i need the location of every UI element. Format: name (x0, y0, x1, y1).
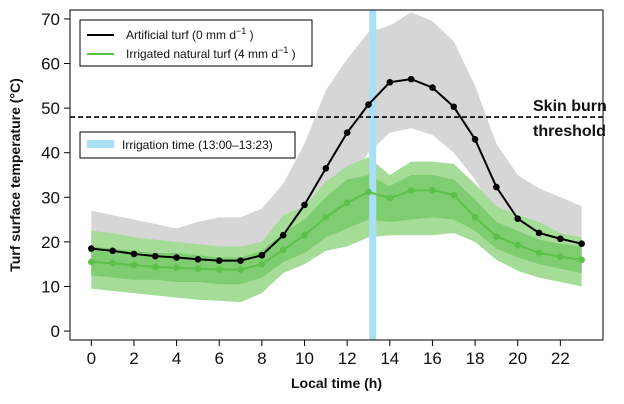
legend-irrigation: Irrigation time (13:00–13:23) (79, 131, 296, 159)
data-point-s0-11 (322, 165, 330, 172)
x-tick-label: 14 (380, 349, 399, 368)
y-tick-label: 30 (41, 188, 60, 207)
data-point-s1-9 (279, 246, 287, 254)
data-point-s1-21 (535, 249, 543, 257)
y-axis-title: Turf surface temperature (°C) (7, 78, 23, 272)
data-point-s0-13 (365, 101, 372, 108)
y-tick-label: 20 (41, 233, 60, 252)
data-point-s1-15 (407, 187, 415, 194)
y-tick-label: 50 (41, 99, 60, 118)
data-point-s0-5 (194, 255, 202, 263)
data-point-s0-15 (407, 75, 415, 83)
band-inner-series-1 (91, 175, 582, 285)
threshold-label-line1: Skin burn (533, 98, 607, 115)
legend-irrigation-box (79, 131, 296, 159)
data-point-s1-19 (493, 233, 500, 240)
y-axis-ticks: 0 10 20 30 40 50 60 70 (41, 10, 70, 341)
legend-swatch-irrigation (87, 140, 114, 148)
data-point-s1-3 (151, 263, 159, 271)
data-point-s0-17 (450, 103, 458, 111)
data-point-s1-22 (557, 253, 564, 260)
y-tick-label: 70 (41, 10, 60, 29)
x-tick-label: 0 (87, 349, 96, 368)
data-point-s0-1 (109, 247, 116, 255)
data-point-s1-5 (194, 265, 202, 272)
data-point-s1-17 (450, 191, 458, 199)
data-point-s0-18 (471, 136, 479, 143)
data-point-s0-20 (514, 215, 522, 223)
x-tick-label: 22 (551, 349, 570, 368)
data-point-s1-11 (322, 214, 330, 221)
data-point-s0-2 (130, 250, 138, 258)
data-point-s0-14 (386, 78, 394, 86)
legend-label-irrigation: Irrigation time (13:00–13:23) (122, 138, 273, 152)
y-tick-label: 0 (51, 322, 60, 341)
irrigation-time-bar (369, 10, 377, 340)
data-point-s1-13 (365, 188, 372, 196)
data-point-s1-2 (130, 261, 138, 269)
data-point-s1-8 (258, 260, 266, 268)
data-point-s0-7 (237, 257, 244, 264)
data-point-s0-22 (557, 235, 564, 243)
data-point-s1-14 (386, 194, 394, 202)
data-point-s1-0 (88, 258, 95, 266)
legend-series: Artificial turf (0 mm d−1 ) Irrigated na… (79, 19, 313, 67)
data-point-s0-23 (578, 240, 585, 247)
data-point-s0-9 (279, 231, 287, 239)
data-point-s0-6 (215, 257, 223, 264)
data-point-s1-4 (173, 264, 180, 272)
data-point-s1-6 (215, 266, 223, 273)
data-point-s1-18 (471, 214, 479, 221)
data-point-s1-23 (578, 256, 585, 264)
x-tick-label: 10 (295, 349, 314, 368)
data-point-s0-12 (343, 129, 351, 136)
data-point-s0-8 (258, 251, 266, 259)
threshold-label-line2: threshold (533, 123, 606, 140)
data-point-s1-12 (343, 199, 351, 206)
legend-box (79, 19, 313, 67)
confidence-bands (91, 12, 582, 303)
legend-label-irrigated: Irrigated natural turf (4 mm d−1 ) (126, 45, 296, 61)
data-point-s1-16 (429, 186, 436, 194)
data-point-s0-19 (493, 183, 500, 191)
data-point-s1-1 (109, 259, 116, 267)
x-tick-label: 2 (129, 349, 138, 368)
data-point-s0-3 (151, 252, 159, 260)
y-tick-label: 10 (41, 277, 60, 296)
x-tick-label: 12 (338, 349, 357, 368)
data-point-s1-10 (301, 231, 308, 239)
data-point-s0-4 (173, 254, 180, 261)
x-tick-label: 8 (257, 349, 266, 368)
y-tick-label: 40 (41, 144, 60, 163)
x-tick-label: 6 (215, 349, 224, 368)
data-point-s1-7 (237, 266, 244, 273)
plot-frame (69, 9, 604, 341)
data-point-s1-20 (514, 241, 522, 249)
y-tick-label: 60 (41, 55, 60, 74)
legend-label-artificial: Artificial turf (0 mm d−1 ) (126, 26, 254, 42)
x-tick-label: 4 (172, 349, 181, 368)
x-tick-label: 16 (423, 349, 442, 368)
x-axis-ticks: 0 2 4 6 8 10 12 14 16 18 20 22 (87, 340, 570, 368)
data-point-s0-0 (88, 245, 95, 252)
series-lines (91, 78, 582, 271)
x-tick-label: 20 (508, 349, 527, 368)
series-points (88, 75, 585, 273)
x-axis-title: Local time (h) (291, 375, 382, 391)
series-line-1 (91, 189, 582, 271)
data-point-s0-16 (429, 84, 436, 91)
band-outer-series-0 (91, 12, 582, 280)
data-point-s0-10 (301, 201, 308, 209)
data-point-s0-21 (535, 229, 543, 237)
x-tick-label: 18 (466, 349, 485, 368)
series-line-0 (91, 78, 582, 262)
